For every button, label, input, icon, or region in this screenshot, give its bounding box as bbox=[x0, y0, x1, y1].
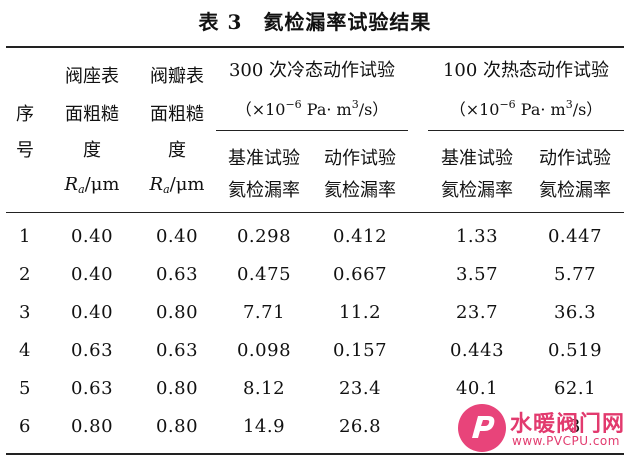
watermark-url: www.PVCPU.com bbox=[512, 434, 620, 448]
cell-seq: 3 bbox=[19, 302, 31, 323]
cell-hot-act: 3 bbox=[569, 416, 581, 437]
cell-disc: 0.63 bbox=[155, 340, 199, 361]
cell-seat: 0.63 bbox=[70, 340, 114, 361]
cell-seat: 0.80 bbox=[70, 416, 114, 437]
cell-hot-act: 62.1 bbox=[553, 378, 597, 399]
cell-cold-act: 11.2 bbox=[338, 302, 382, 323]
cell-cold-base: 0.098 bbox=[236, 340, 292, 361]
header-rule bbox=[6, 212, 624, 213]
header-seat-2: 面粗糙 bbox=[65, 104, 119, 125]
cell-cold-base: 7.71 bbox=[242, 302, 286, 323]
cell-seat: 0.40 bbox=[70, 302, 114, 323]
cell-hot-base: 1.33 bbox=[455, 226, 499, 247]
cell-disc: 0.80 bbox=[155, 378, 199, 399]
header-disc-unit: Ra/μm bbox=[149, 174, 205, 196]
cell-disc: 0.80 bbox=[155, 302, 199, 323]
cell-hot-base: 3.57 bbox=[455, 264, 499, 285]
cell-cold-base: 8.12 bbox=[242, 378, 286, 399]
cold-group-rule bbox=[216, 130, 408, 131]
header-hot-action-2: 氦检漏率 bbox=[539, 180, 611, 201]
header-disc-2: 面粗糙 bbox=[150, 104, 204, 125]
watermark-logo-icon bbox=[458, 404, 506, 452]
cell-seq: 2 bbox=[19, 264, 31, 285]
hot-group-rule bbox=[428, 130, 624, 131]
header-hot-action-1: 动作试验 bbox=[539, 148, 611, 169]
header-cold-unit: （×10−6 Pa· m3/s） bbox=[235, 98, 389, 119]
cell-hot-base: 0.443 bbox=[449, 340, 505, 361]
cell-cold-act: 0.412 bbox=[332, 226, 388, 247]
cell-cold-act: 23.4 bbox=[338, 378, 382, 399]
table-title: 表 3 氦检漏率试验结果 bbox=[198, 10, 432, 34]
header-cold-baseline-2: 氦检漏率 bbox=[228, 180, 300, 201]
cell-hot-act: 0.447 bbox=[547, 226, 603, 247]
header-seat-1: 阀座表 bbox=[65, 66, 119, 87]
cell-disc: 0.80 bbox=[155, 416, 199, 437]
cell-cold-act: 0.667 bbox=[332, 264, 388, 285]
watermark-text: 水暖阀门网 bbox=[510, 412, 626, 437]
cell-seat: 0.63 bbox=[70, 378, 114, 399]
header-cold-action-2: 氦检漏率 bbox=[324, 180, 396, 201]
cell-disc: 0.40 bbox=[155, 226, 199, 247]
header-cold-action-1: 动作试验 bbox=[324, 148, 396, 169]
top-rule bbox=[6, 46, 624, 48]
cell-seat: 0.40 bbox=[70, 226, 114, 247]
cell-seq: 4 bbox=[19, 340, 31, 361]
cell-cold-base: 0.475 bbox=[236, 264, 292, 285]
cell-cold-base: 0.298 bbox=[236, 226, 292, 247]
cell-seat: 0.40 bbox=[70, 264, 114, 285]
cell-cold-act: 26.8 bbox=[338, 416, 382, 437]
header-hot-baseline-1: 基准试验 bbox=[441, 148, 513, 169]
cell-disc: 0.63 bbox=[155, 264, 199, 285]
header-seat-unit: Ra/μm bbox=[64, 174, 120, 196]
cell-seq: 6 bbox=[19, 416, 31, 437]
cell-hot-act: 5.77 bbox=[553, 264, 597, 285]
cell-cold-act: 0.157 bbox=[332, 340, 388, 361]
header-disc-1: 阀瓣表 bbox=[150, 66, 204, 87]
header-cold-baseline-1: 基准试验 bbox=[228, 148, 300, 169]
header-hot-group: 100 次热态动作试验 bbox=[442, 60, 610, 81]
header-hot-unit: （×10−6 Pa· m3/s） bbox=[449, 98, 603, 119]
header-seq-2: 号 bbox=[16, 140, 34, 161]
cell-hot-base: 23.7 bbox=[455, 302, 499, 323]
cell-hot-act: 0.519 bbox=[547, 340, 603, 361]
cell-seq: 1 bbox=[19, 226, 31, 247]
header-seq-1: 序 bbox=[16, 104, 34, 125]
header-disc-3: 度 bbox=[168, 140, 186, 161]
cell-seq: 5 bbox=[19, 378, 31, 399]
bottom-rule bbox=[6, 453, 624, 455]
cell-cold-base: 14.9 bbox=[242, 416, 286, 437]
header-seat-3: 度 bbox=[83, 140, 101, 161]
header-cold-group: 300 次冷态动作试验 bbox=[228, 60, 396, 81]
cell-hot-act: 36.3 bbox=[553, 302, 597, 323]
cell-hot-base: 40.1 bbox=[455, 378, 499, 399]
header-hot-baseline-2: 氦检漏率 bbox=[441, 180, 513, 201]
watermark: 水暖阀门网 www.PVCPU.com bbox=[458, 402, 626, 456]
